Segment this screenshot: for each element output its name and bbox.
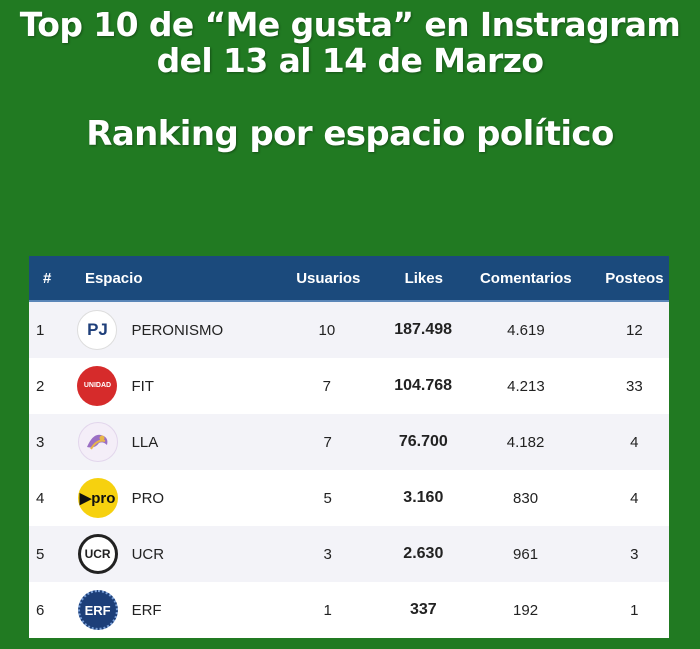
rank-number: 3 — [36, 433, 45, 451]
title-line-2: del 13 al 14 de Marzo — [156, 41, 544, 80]
party-name: ERF — [131, 601, 162, 619]
header-posteos: Posteos — [605, 269, 664, 287]
espacio-cell: UCR UCR — [73, 534, 261, 574]
table-row: 4 ▶pro PRO 5 3.160 830 4 — [29, 470, 669, 526]
posteos-value: 12 — [626, 321, 643, 339]
pro-logo-icon: ▶pro — [77, 478, 118, 518]
espacio-cell: LLA — [73, 422, 261, 462]
peronismo-logo-icon: PJ — [77, 310, 118, 350]
usuarios-value: 7 — [323, 433, 332, 451]
party-name: LLA — [131, 433, 159, 451]
posteos-value: 33 — [626, 377, 643, 395]
header-espacio: Espacio — [84, 269, 143, 287]
espacio-cell: PJ PERONISMO — [72, 310, 259, 350]
likes-value: 104.768 — [394, 377, 453, 394]
usuarios-value: 7 — [322, 377, 332, 395]
likes-value: 2.630 — [403, 545, 444, 562]
usuarios-value: 5 — [323, 489, 332, 507]
comentarios-value: 192 — [513, 601, 539, 619]
comentarios-value: 4.619 — [507, 321, 545, 339]
posteos-value: 4 — [630, 489, 639, 507]
espacio-cell: ▶pro PRO — [73, 478, 261, 518]
lla-lion-logo-icon — [77, 422, 118, 462]
table-row: 2 UNIDAD FIT 7 104.768 4.213 33 — [29, 358, 669, 414]
ranking-table: # Espacio Usuarios Likes Comentarios Pos… — [29, 256, 669, 638]
comentarios-value: 961 — [513, 545, 539, 563]
table-row: 6 ERF ERF 1 337 192 1 — [29, 582, 669, 638]
likes-value: 76.700 — [398, 433, 448, 450]
comentarios-value: 830 — [513, 489, 539, 507]
rank-number: 6 — [36, 601, 45, 619]
usuarios-value: 10 — [318, 321, 336, 339]
header-num: # — [43, 269, 52, 287]
party-name: PRO — [131, 489, 165, 507]
usuarios-value: 1 — [323, 601, 332, 619]
erf-logo-icon: ERF — [77, 590, 118, 630]
ucr-logo-icon: UCR — [77, 534, 118, 574]
table-row: 3 LLA 7 76.700 4.182 4 — [29, 414, 669, 470]
table-row: 1 PJ PERONISMO 10 187.498 4.619 12 — [29, 302, 669, 358]
table-header: # Espacio Usuarios Likes Comentarios Pos… — [29, 256, 669, 302]
party-name: PERONISMO — [131, 321, 224, 339]
espacio-cell: UNIDAD FIT — [72, 366, 259, 406]
rank-number: 4 — [36, 489, 45, 507]
posteos-value: 4 — [630, 433, 639, 451]
header-likes: Likes — [404, 269, 443, 287]
usuarios-value: 3 — [323, 545, 332, 563]
party-name: FIT — [131, 377, 154, 395]
rank-number: 2 — [36, 377, 45, 395]
likes-value: 187.498 — [394, 321, 453, 338]
fit-logo-icon: UNIDAD — [77, 366, 118, 406]
espacio-cell: ERF ERF — [73, 590, 261, 630]
posteos-value: 3 — [630, 545, 639, 563]
comentarios-value: 4.182 — [506, 433, 545, 451]
header-usuarios: Usuarios — [296, 269, 361, 287]
party-name: UCR — [131, 545, 165, 563]
comentarios-value: 4.213 — [507, 377, 545, 395]
posteos-value: 1 — [630, 601, 639, 619]
likes-value: 337 — [409, 601, 437, 618]
subtitle: Ranking por espacio político — [86, 114, 614, 154]
rank-number: 1 — [36, 321, 45, 339]
table-row: 5 UCR UCR 3 2.630 961 3 — [29, 526, 669, 582]
rank-number: 5 — [36, 545, 45, 563]
likes-value: 3.160 — [403, 489, 444, 506]
lion-wing-icon — [86, 434, 107, 450]
title-line-1: Top 10 de “Me gusta” en Instragram — [19, 5, 681, 44]
header-comentarios: Comentarios — [479, 269, 572, 287]
